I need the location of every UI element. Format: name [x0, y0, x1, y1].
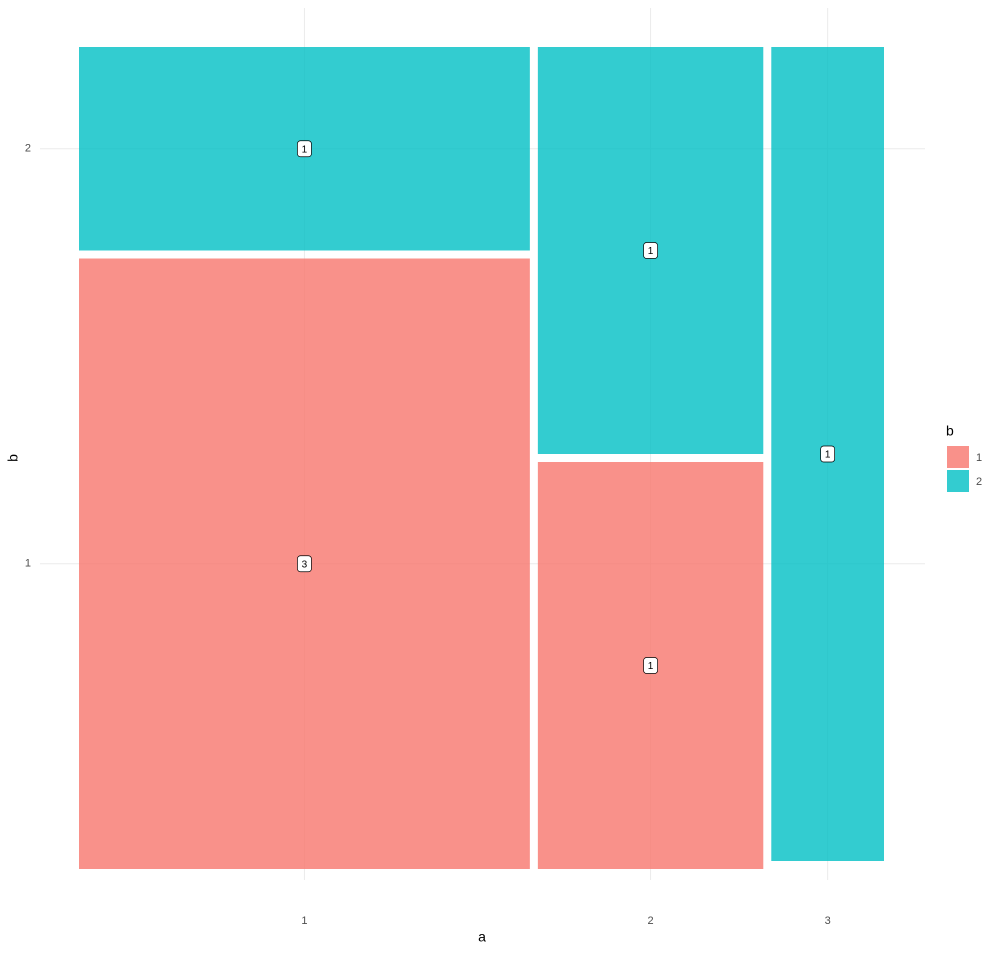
x-tick-label: 2: [648, 915, 654, 927]
x-axis-title: a: [478, 929, 486, 945]
y-tick-label: 1: [25, 558, 31, 570]
label-box: [297, 140, 312, 158]
data-label: 1: [648, 246, 654, 257]
y-tick-label: 2: [25, 143, 31, 155]
legend-swatch: [947, 470, 969, 492]
x-tick-label: 1: [301, 915, 307, 927]
legend-label: 2: [976, 476, 982, 488]
label-box: [643, 657, 658, 674]
data-label: 1: [302, 144, 308, 155]
legend-label: 1: [976, 452, 982, 464]
data-label: 1: [648, 661, 654, 672]
legend-swatch: [947, 446, 969, 468]
label-box: [820, 445, 835, 463]
y-axis-title: b: [5, 454, 21, 462]
label-box: [643, 242, 658, 259]
x-tick-label: 3: [825, 915, 831, 927]
data-label: 3: [302, 559, 308, 570]
legend-title: b: [946, 423, 954, 439]
label-box: [297, 555, 312, 573]
data-label: 1: [825, 450, 831, 461]
plot-area: 3 1 1 1 1: [79, 47, 884, 869]
